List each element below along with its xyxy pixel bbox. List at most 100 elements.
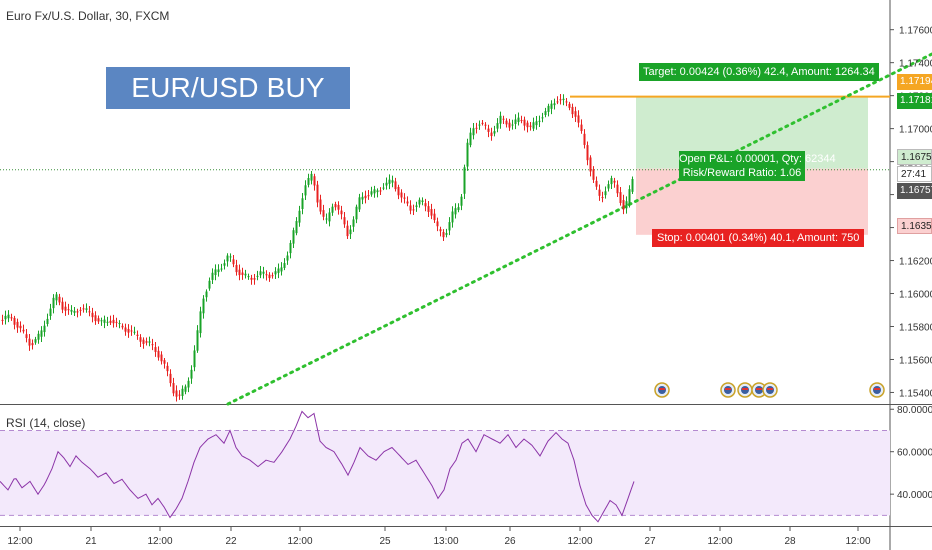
candle-body xyxy=(322,210,325,217)
rsi-tick-label: 60.0000 xyxy=(897,448,932,459)
candle-body xyxy=(235,265,238,273)
candle-body xyxy=(118,323,121,325)
candle-body xyxy=(91,312,94,318)
candle-body xyxy=(94,315,97,322)
candle-body xyxy=(466,142,469,167)
candle-body xyxy=(586,145,589,161)
candle-body xyxy=(346,225,349,237)
pnl-label: Open P&L: 0.00001, Qty: 62344 Risk/Rewar… xyxy=(679,151,836,181)
candle-body xyxy=(202,298,205,314)
candle-body xyxy=(421,200,424,202)
candle-body xyxy=(85,308,88,310)
candle-body xyxy=(241,272,244,275)
candle-body xyxy=(463,167,466,194)
time-tick-label: 27 xyxy=(644,536,656,547)
candle-body xyxy=(151,344,154,346)
candle-body xyxy=(475,127,478,129)
candle-body xyxy=(40,330,43,337)
candle-body xyxy=(67,309,70,311)
candle-body xyxy=(520,120,523,122)
candle-body xyxy=(136,334,139,337)
candle-body xyxy=(583,133,586,145)
candle-body xyxy=(550,103,553,109)
candle-body xyxy=(253,278,256,280)
candle-body xyxy=(286,255,289,261)
candle-body xyxy=(112,319,115,324)
candle-body xyxy=(355,206,358,220)
price-tick-label: 1.15600 xyxy=(899,355,932,366)
candle-body xyxy=(247,276,250,278)
candle-body xyxy=(502,118,505,120)
time-tick-label: 13:00 xyxy=(433,536,458,547)
candle-body xyxy=(349,229,352,235)
candle-body xyxy=(61,301,64,310)
candle-body xyxy=(631,178,634,192)
candle-body xyxy=(514,119,517,125)
event-flag-us xyxy=(720,382,736,398)
time-tick-label: 21 xyxy=(85,536,97,547)
candle-body xyxy=(508,122,511,128)
candle-body xyxy=(52,297,55,309)
candle-body xyxy=(460,196,463,206)
flag-stripe xyxy=(767,388,773,390)
candle-body xyxy=(127,328,130,333)
candle-body xyxy=(424,203,427,207)
candle-body xyxy=(307,177,310,185)
candle-body xyxy=(598,189,601,196)
candle-body xyxy=(214,269,217,276)
flag-stripe xyxy=(659,388,665,390)
candle-body xyxy=(403,197,406,199)
candle-body xyxy=(277,268,280,273)
candle-body xyxy=(274,271,277,275)
candle-body xyxy=(43,325,46,333)
trendline xyxy=(226,52,932,406)
candle-body xyxy=(622,200,625,210)
candle-body xyxy=(64,306,67,311)
candle-body xyxy=(139,337,142,342)
candle-body xyxy=(556,101,559,103)
candle-body xyxy=(358,197,361,210)
candle-body xyxy=(10,317,13,319)
price-tag-stop: 1.16356 xyxy=(897,218,932,234)
candle-body xyxy=(103,319,106,323)
candle-body xyxy=(238,269,241,276)
candle-body xyxy=(370,191,373,195)
time-tick-label: 12:00 xyxy=(7,536,32,547)
candle-body xyxy=(451,211,454,223)
candle-body xyxy=(445,233,448,235)
price-tag-target: 1.17194 xyxy=(897,74,932,90)
candle-body xyxy=(592,169,595,180)
candle-body xyxy=(469,132,472,146)
candle-body xyxy=(610,178,613,185)
candle-body xyxy=(571,106,574,115)
candles xyxy=(1,94,634,402)
candle-body xyxy=(25,334,28,339)
candle-body xyxy=(544,111,547,116)
candle-body xyxy=(364,195,367,199)
candle-body xyxy=(205,291,208,298)
candle-body xyxy=(541,117,544,119)
candle-body xyxy=(493,131,496,134)
candle-body xyxy=(577,115,580,123)
symbol-title: Euro Fx/U.S. Dollar, 30, FXCM xyxy=(6,9,170,23)
candle-body xyxy=(337,204,340,210)
candle-body xyxy=(484,124,487,126)
price-tag-current: 1.16758 xyxy=(897,149,932,165)
candle-body xyxy=(265,274,268,276)
candle-body xyxy=(226,255,229,262)
candle-body xyxy=(13,317,16,325)
candle-body xyxy=(46,318,49,325)
candle-body xyxy=(256,275,259,277)
candle-body xyxy=(73,310,76,313)
candle-body xyxy=(532,122,535,129)
rsi-tick-label: 80.0000 xyxy=(897,405,932,416)
candle-body xyxy=(175,390,178,397)
candle-body xyxy=(154,347,157,352)
price-tick-label: 1.17000 xyxy=(899,125,932,136)
candle-body xyxy=(262,271,265,274)
candle-body xyxy=(28,338,31,346)
candle-body xyxy=(259,271,262,276)
candle-body xyxy=(595,180,598,187)
candle-body xyxy=(412,209,415,211)
